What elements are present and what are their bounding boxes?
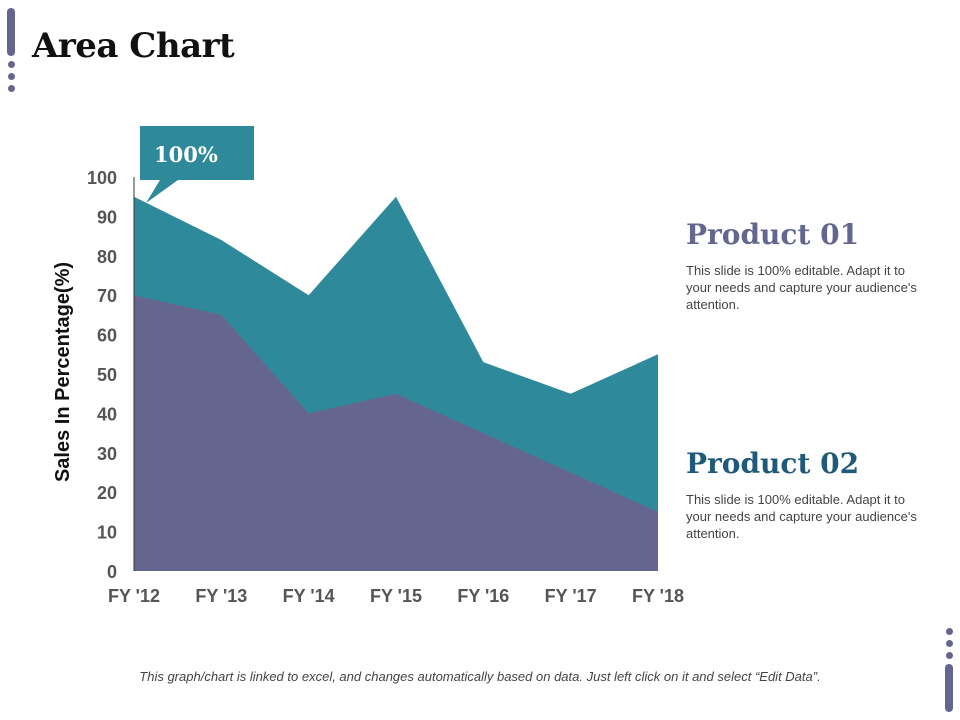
x-tick-label: FY '15 xyxy=(370,586,422,606)
y-tick-label: 60 xyxy=(97,326,117,346)
y-tick-label: 20 xyxy=(97,483,117,503)
x-tick-label: FY '14 xyxy=(283,586,335,606)
product-01-title: Product 01 xyxy=(686,218,860,251)
y-axis-ticks: 0 10 20 30 40 50 60 70 80 90 100 xyxy=(87,168,117,582)
x-tick-label: FY '18 xyxy=(632,586,684,606)
callout-label: 100% xyxy=(154,142,218,167)
x-tick-label: FY '13 xyxy=(195,586,247,606)
footnote: This graph/chart is linked to excel, and… xyxy=(139,669,821,684)
y-tick-label: 10 xyxy=(97,523,117,543)
page-title: Area Chart xyxy=(32,26,235,66)
callout-100-percent: 100% xyxy=(140,126,254,203)
x-tick-label: FY '17 xyxy=(545,586,597,606)
y-axis-label: Sales In Percentage(%) xyxy=(52,262,74,482)
top-left-accent-bar xyxy=(7,8,15,56)
product-02-description: This slide is 100% editable. Adapt it to… xyxy=(686,492,917,541)
callout-shape xyxy=(140,126,254,203)
x-tick-label: FY '12 xyxy=(108,586,160,606)
x-axis-ticks: FY '12 FY '13 FY '14 FY '15 FY '16 FY '17 FY '… xyxy=(108,586,684,606)
area-series-2 xyxy=(134,295,658,571)
bottom-right-accent-dot xyxy=(945,652,953,659)
y-tick-label: 30 xyxy=(97,444,117,464)
y-tick-label: 70 xyxy=(97,286,117,306)
top-left-accent-dot xyxy=(7,61,15,68)
y-tick-label: 50 xyxy=(97,365,117,385)
y-tick-label: 80 xyxy=(97,247,117,267)
product-01-description: This slide is 100% editable. Adapt it to… xyxy=(686,263,917,312)
y-tick-label: 40 xyxy=(97,404,117,424)
y-tick-label: 0 xyxy=(107,562,117,582)
top-left-accent-dot xyxy=(7,73,15,80)
bottom-right-accent-dot xyxy=(945,640,953,647)
chart-areas xyxy=(134,196,658,571)
y-tick-label: 90 xyxy=(97,207,117,227)
x-tick-label: FY '16 xyxy=(457,586,509,606)
bottom-right-accent-bar xyxy=(945,664,953,712)
top-left-accent-dot xyxy=(7,85,15,92)
y-tick-label: 100 xyxy=(87,168,117,188)
bottom-right-accent-dot xyxy=(945,628,953,635)
product-02-title: Product 02 xyxy=(686,447,860,480)
